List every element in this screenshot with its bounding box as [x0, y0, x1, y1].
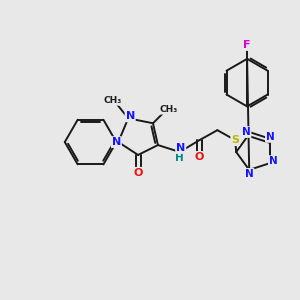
Text: CH₃: CH₃	[160, 105, 178, 114]
Text: N: N	[112, 137, 121, 147]
Text: CH₃: CH₃	[103, 96, 122, 105]
Text: N: N	[245, 169, 254, 179]
Text: N: N	[266, 132, 274, 142]
Text: S: S	[231, 135, 239, 145]
Text: N: N	[176, 143, 185, 153]
Text: H: H	[175, 153, 184, 163]
Text: O: O	[195, 152, 204, 162]
Text: F: F	[243, 40, 251, 50]
Text: O: O	[134, 168, 143, 178]
Text: N: N	[126, 111, 135, 121]
Text: N: N	[269, 156, 278, 166]
Text: N: N	[242, 127, 250, 137]
